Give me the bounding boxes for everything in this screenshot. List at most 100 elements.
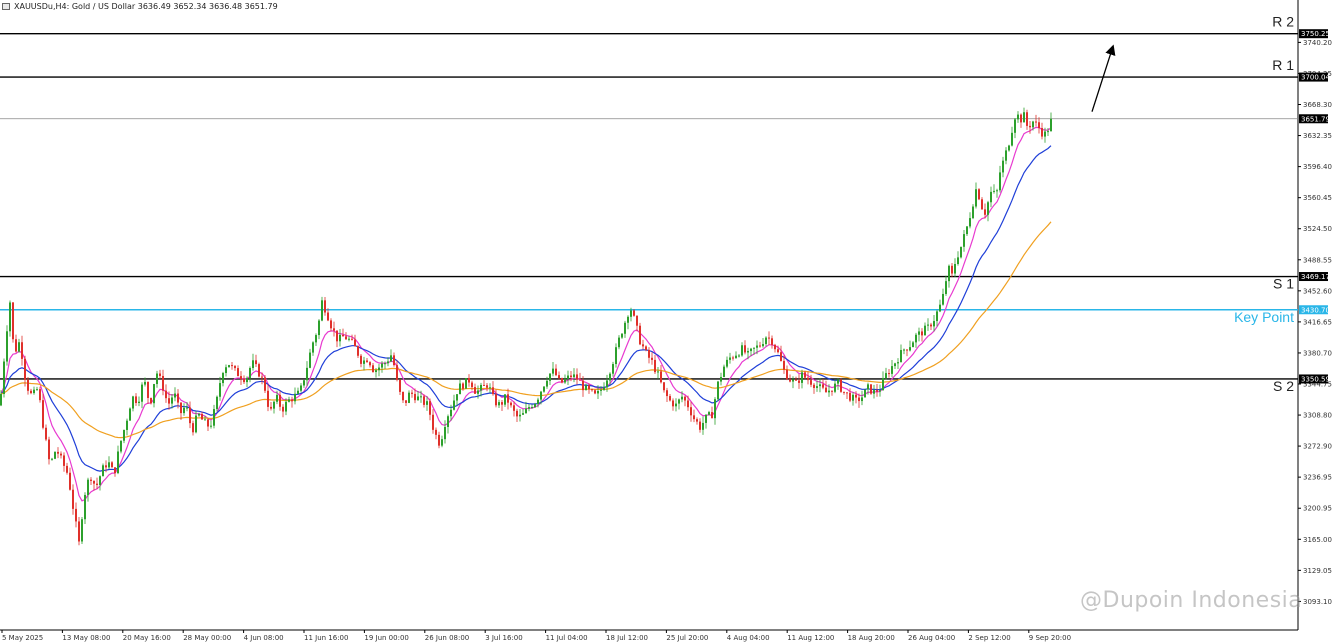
candle-body [27, 379, 29, 391]
candle-body [639, 325, 641, 345]
candle-body [765, 337, 767, 345]
candle-body [960, 246, 962, 258]
candle-body [330, 320, 332, 329]
candle-body [750, 348, 752, 352]
candle-body [738, 355, 740, 357]
candle-body [420, 396, 422, 398]
candle-body [117, 451, 119, 474]
candle-body [180, 402, 182, 414]
candle-body [207, 419, 209, 427]
candle-body [93, 480, 95, 484]
candle-body [111, 462, 113, 468]
candle-body [531, 406, 533, 408]
candle-body [567, 375, 569, 380]
candle-body [939, 304, 941, 312]
candle-body [648, 349, 650, 358]
candle-body [237, 368, 239, 377]
candle-body [471, 382, 473, 388]
candle-body [273, 401, 275, 409]
candle-body [309, 352, 311, 368]
x-tick-label: 9 Sep 20:00 [1029, 634, 1071, 642]
candle-body [606, 380, 608, 388]
window-icon[interactable] [2, 3, 10, 10]
candle-body [537, 399, 539, 405]
candle-body [372, 365, 374, 373]
candle-body [660, 371, 662, 383]
x-tick-label: 26 Jun 08:00 [425, 634, 469, 642]
candle-body [231, 365, 233, 367]
candle-body [789, 379, 791, 382]
candle-body [1002, 160, 1004, 173]
candle-body [783, 360, 785, 370]
candle-body [459, 383, 461, 395]
candle-body [1008, 145, 1010, 151]
candle-body [882, 378, 884, 391]
candle-body [684, 396, 686, 401]
candle-body [999, 172, 1001, 191]
candle-body [828, 390, 830, 393]
candle-body [504, 394, 506, 405]
candle-body [810, 380, 812, 385]
candle-body [138, 401, 140, 404]
candle-body [345, 336, 347, 340]
candle-body [108, 462, 110, 468]
level-name-label: R 2 [1272, 14, 1294, 30]
candle-body [693, 415, 695, 420]
candle-body [18, 342, 20, 352]
candle-body [51, 458, 53, 460]
candle-body [990, 191, 992, 203]
y-tick-label: 3272.90 [1303, 443, 1332, 451]
candle-body [573, 374, 575, 378]
candle-body [408, 392, 410, 403]
candle-body [672, 400, 674, 407]
level-price-box [1299, 29, 1328, 39]
candle-body [69, 472, 71, 490]
candle-body [72, 489, 74, 509]
candle-body [690, 407, 692, 416]
candle-body [966, 226, 968, 235]
candle-body [972, 206, 974, 219]
candle-body [474, 387, 476, 394]
candle-body [873, 390, 875, 394]
y-tick-label: 3093.10 [1303, 598, 1332, 606]
candle-body [1011, 132, 1013, 146]
candle-body [48, 439, 50, 460]
candle-body [747, 351, 749, 353]
y-tick-label: 3668.30 [1303, 101, 1332, 109]
candle-body [888, 373, 890, 375]
x-tick-label: 26 Aug 04:00 [908, 634, 955, 642]
candle-body [705, 414, 707, 423]
candle-body [171, 397, 173, 404]
candle-body [918, 331, 920, 335]
candle-body [732, 357, 734, 359]
candle-body [678, 399, 680, 404]
candle-body [453, 400, 455, 410]
candle-body [129, 408, 131, 421]
candle-body [642, 344, 644, 347]
candle-body [522, 413, 524, 415]
candle-body [135, 396, 137, 404]
candle-body [915, 334, 917, 343]
candle-body [363, 360, 365, 364]
candle-body [663, 382, 665, 391]
candle-body [255, 360, 257, 365]
candle-body [432, 414, 434, 430]
candle-body [303, 380, 305, 386]
candle-body [996, 190, 998, 192]
candle-body [981, 199, 983, 210]
candle-body [510, 402, 512, 406]
ma-mid-line [0, 145, 1052, 472]
candle-body [954, 264, 956, 274]
candlesticks [0, 107, 1052, 546]
candle-body [570, 375, 572, 378]
level-price-box [1299, 72, 1328, 82]
candle-body [756, 345, 758, 348]
candle-body [666, 390, 668, 397]
candle-body [225, 367, 227, 373]
candle-body [618, 337, 620, 348]
x-tick-label: 20 May 16:00 [123, 634, 171, 642]
candle-body [594, 390, 596, 394]
candle-body [402, 391, 404, 401]
x-tick-label: 3 Jul 16:00 [485, 634, 523, 642]
candle-body [651, 357, 653, 360]
